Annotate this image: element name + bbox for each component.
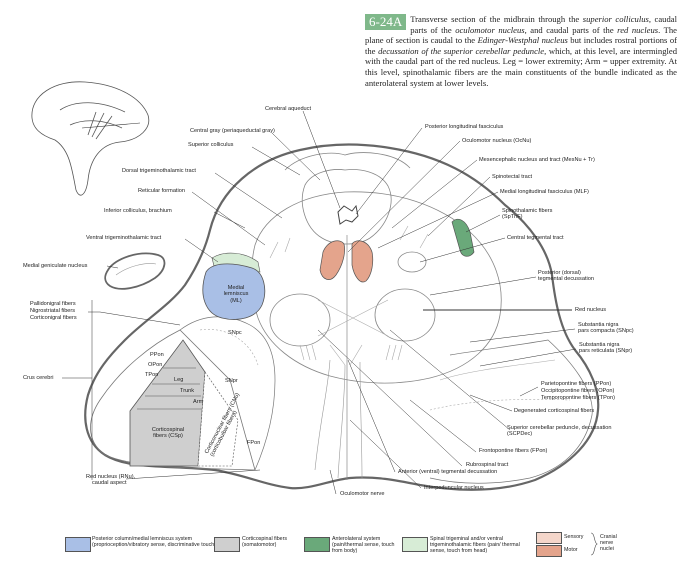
inner-label-tpon: TPon xyxy=(145,372,158,378)
inner-csp-line2: fibers (CSp) xyxy=(153,433,183,439)
label-rubrospinal: Rubrospinal tract xyxy=(466,462,508,468)
label-reticular-formation: Reticular formation xyxy=(138,188,185,194)
label-cerebral-aqueduct: Cerebral aqueduct xyxy=(265,106,311,112)
label-superior-colliculus: Superior colliculus xyxy=(188,142,233,148)
inner-label-leg: Leg xyxy=(174,377,183,383)
inner-ml-line2: lemniscus xyxy=(224,291,249,297)
inner-label-snpr: SNpr xyxy=(225,378,238,384)
medial-geniculate-shape xyxy=(105,253,164,288)
label-posterior-longitudinal-fasciculus: Posterior longitudinal fasciculus xyxy=(425,124,503,130)
legend-text-ml: Posterior column/medial lemniscus system… xyxy=(92,536,224,548)
label-tpon: Temporopontine fibers (TPon) xyxy=(541,395,615,401)
legend-text-trig: Spinal trigeminal and/or ventral trigemi… xyxy=(430,536,522,554)
label-snpr-line1: Substantia nigra xyxy=(579,342,619,348)
label-posterior-tegmental-line2: tegmental decussation xyxy=(538,276,594,282)
label-interpeduncular: Interpeduncular nucleus xyxy=(424,485,484,491)
inner-label-snpc: SNpc xyxy=(228,330,242,336)
label-frontopontine: Frontopontine fibers (FPon) xyxy=(479,448,547,454)
label-crus-cerebri: Crus cerebri xyxy=(23,375,53,381)
label-snpc-line2: pars compacta (SNpc) xyxy=(578,328,634,334)
legend-swatch-motor xyxy=(536,545,562,557)
label-red-nucleus-caudal-line1: Red nucleus (RNu), xyxy=(86,474,135,480)
label-spinothalamic-line2: (SpThF) xyxy=(502,214,523,220)
inner-ml-line3: (ML) xyxy=(230,298,242,304)
inner-label-corticospinal: Corticospinal fibers (CSp) xyxy=(148,427,188,440)
legend-text-motor: Motor xyxy=(564,547,578,553)
label-mlf: Medial longitudinal fasciculus (MLF) xyxy=(500,189,589,195)
label-posterior-tegmental-decussation: Posterior (dorsal) tegmental decussation xyxy=(538,270,594,283)
legend-swatch-sensory xyxy=(536,532,562,544)
inner-label-trunk: Trunk xyxy=(180,388,194,394)
label-red-nucleus-caudal: Red nucleus (RNu), caudal aspect xyxy=(86,474,135,487)
label-oculomotor-nerve: Oculomotor nerve xyxy=(340,491,384,497)
legend-text-sensory: Sensory xyxy=(564,534,583,540)
label-pallidonigral: Pallidonigral fibers xyxy=(30,301,76,307)
label-spinothalamic: Spinothalamic fibers (SpThF) xyxy=(502,208,552,221)
label-spinothalamic-line1: Spinothalamic fibers xyxy=(502,208,552,214)
label-spinotectal: Spinotectal tract xyxy=(492,174,532,180)
inner-csp-line1: Corticospinal xyxy=(152,427,184,433)
legend-swatch-als xyxy=(304,537,330,552)
legend-text-cranial-nuclei: Cranial nerve nuclei xyxy=(600,534,626,552)
label-opon: Occipitopontine fibers (OPon) xyxy=(541,388,614,394)
label-central-gray: Central gray (periaqueductal gray) xyxy=(190,128,275,134)
label-anterior-tegmental-decussation: Anterior (ventral) tegmental decussation xyxy=(398,469,497,475)
label-snpc-line1: Substantia nigra xyxy=(578,322,618,328)
label-ppon: Parietopontine fibers (PPon) xyxy=(541,381,611,387)
legend-text-als: Anterolateral system (pain/thermal sense… xyxy=(332,536,402,554)
label-snpr: Substantia nigra pars reticulata (SNpr) xyxy=(579,342,632,355)
inner-label-arm: Arm xyxy=(193,399,203,405)
label-scp-dec-line2: (SCPDec) xyxy=(507,431,532,437)
inner-ml-line1: Medial xyxy=(228,285,244,291)
label-mesencephalic-nucleus: Mesencephalic nucleus and tract (MesNu +… xyxy=(479,157,595,163)
label-posterior-tegmental-line1: Posterior (dorsal) xyxy=(538,270,581,276)
label-degenerated-corticospinal: Degenerated corticospinal fibers xyxy=(514,408,594,414)
legend-text-csp: Corticospinal fibers (somatomotor) xyxy=(242,536,304,548)
inner-label-opon: OPon xyxy=(148,362,162,368)
label-dorsal-trigeminothalamic: Dorsal trigeminothalamic tract xyxy=(122,168,196,174)
inner-label-medial-lemniscus: Medial lemniscus (ML) xyxy=(218,285,254,304)
legend-swatch-trig xyxy=(402,537,428,552)
inner-label-ppon: PPon xyxy=(150,352,164,358)
label-inferior-colliculus-brachium: Inferior colliculus, brachium xyxy=(104,208,172,214)
label-oculomotor-nucleus: Oculomotor nucleus (OcNu) xyxy=(462,138,531,144)
label-scp-dec-line1: Superior cerebellar peduncle, decussatio… xyxy=(507,425,611,431)
label-central-tegmental: Central tegmental tract xyxy=(507,235,564,241)
label-medial-geniculate: Medial geniculate nucleus xyxy=(23,263,87,269)
label-red-nucleus-caudal-line2: caudal aspect xyxy=(86,480,127,486)
label-red-nucleus: Red nucleus xyxy=(575,307,606,313)
label-corticonigral: Corticonigral fibers xyxy=(30,315,77,321)
label-snpc: Substantia nigra pars compacta (SNpc) xyxy=(578,322,634,335)
legend-swatch-ml xyxy=(65,537,91,552)
legend-brace xyxy=(590,532,598,556)
legend-swatch-csp xyxy=(214,537,240,552)
brain-orientation-sketch xyxy=(32,82,149,195)
label-scp-decussation: Superior cerebellar peduncle, decussatio… xyxy=(507,425,611,438)
label-ventral-trigeminothalamic: Ventral trigeminothalamic tract xyxy=(86,235,161,241)
label-snpr-line2: pars reticulata (SNpr) xyxy=(579,348,632,354)
label-nigrostriatal: Nigrostriatal fibers xyxy=(30,308,75,314)
inner-label-fpon: FPon xyxy=(247,440,260,446)
